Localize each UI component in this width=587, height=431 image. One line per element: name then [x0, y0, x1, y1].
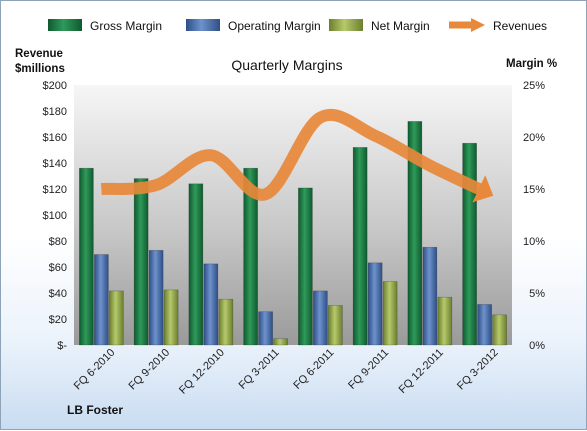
legend-swatch-operating-margin [186, 19, 220, 31]
bar-net-margin [109, 290, 124, 346]
bar-operating-margin [313, 290, 328, 346]
legend-label-revenues: Revenues [493, 19, 547, 33]
category-tick-label: FQ 3-2012 [455, 347, 501, 393]
right-axis-tick-label: 10% [523, 236, 545, 248]
right-axis-tick-label: 0% [529, 340, 545, 352]
category-axis-ticks: FQ 6-2010 FQ 9-2010 FQ 12-2010 FQ 3-2011 FQ … [72, 347, 501, 397]
left-axis-title-line-1: Revenue [15, 48, 63, 60]
category-tick-label: FQ 9-2010 [127, 347, 173, 393]
right-axis-tick-label: 5% [529, 288, 545, 300]
left-axis-tick-label: $140 [43, 158, 67, 170]
bar-gross-margin [188, 183, 204, 346]
bar-net-margin [218, 298, 234, 346]
legend-label-net-margin: Net Margin [371, 19, 430, 33]
revenues-line-path [100, 108, 488, 201]
left-axis-tick-label: $200 [43, 80, 67, 92]
bar-net-margin [382, 281, 398, 346]
left-axis-tick-label: $120 [43, 184, 67, 196]
category-tick-label: FQ 3-2011 [237, 347, 282, 392]
left-axis-tick-label: $80 [49, 236, 67, 248]
legend: Gross Margin Operating Margin Net Margin… [48, 18, 547, 33]
bar-gross-margin [352, 147, 368, 346]
bar-operating-margin [148, 250, 164, 346]
chart-title: Quarterly Margins [231, 57, 342, 73]
category-tick-label: FQ 6-2010 [72, 347, 118, 393]
left-axis-tick-label: $40 [49, 288, 67, 300]
legend-label-gross-margin: Gross Margin [90, 19, 162, 33]
category-tick-label: FQ 12-2011 [397, 347, 446, 396]
left-axis-tick-label: $- [57, 340, 67, 352]
legend-label-operating-margin: Operating Margin [228, 19, 321, 33]
right-axis-tick-label: 25% [523, 80, 545, 92]
category-tick-label: FQ 12-2010 [177, 347, 227, 397]
left-axis-ticks: $- $20 $40 $60 $80 $100 $120 $140 $160 $180 $200 [43, 80, 68, 352]
left-axis-title-line-2: $millions [15, 63, 65, 75]
bar-net-margin [328, 305, 343, 346]
left-axis-tick-label: $100 [43, 210, 67, 222]
bar-net-margin [163, 289, 179, 346]
left-axis-tick-label: $160 [43, 132, 67, 144]
bar-operating-margin [422, 246, 438, 346]
bar-gross-margin [243, 167, 258, 346]
right-axis-tick-label: 20% [523, 132, 545, 144]
bar-gross-margin [79, 167, 94, 346]
bar-operating-margin [258, 311, 273, 346]
category-tick-label: FQ 9-2011 [346, 347, 391, 392]
revenues-line-arrowhead [472, 175, 494, 203]
bar-gross-margin [462, 142, 477, 346]
footer-company-name: LB Foster [67, 403, 123, 417]
bar-operating-margin [94, 254, 109, 346]
legend-swatch-net-margin [329, 19, 363, 31]
bar-net-margin [437, 296, 453, 346]
left-axis-tick-label: $180 [43, 106, 67, 118]
right-axis-title: Margin % [506, 58, 557, 70]
left-axis-tick-label: $60 [49, 262, 67, 274]
legend-swatch-gross-margin [48, 19, 82, 31]
bar-gross-margin [133, 178, 149, 346]
bar-net-margin [492, 314, 507, 346]
left-axis-tick-label: $20 [49, 314, 67, 326]
right-axis-tick-label: 15% [523, 184, 545, 196]
revenues-line [100, 108, 494, 203]
bar-series [79, 121, 507, 346]
bar-net-margin [273, 338, 288, 346]
bar-operating-margin [477, 304, 492, 346]
bar-gross-margin [298, 187, 313, 346]
legend-arrow-revenues [471, 18, 485, 32]
right-axis-ticks: 0% 5% 10% 15% 20% 25% [523, 80, 545, 352]
bar-operating-margin [203, 263, 219, 346]
category-tick-label: FQ 6-2011 [291, 347, 336, 392]
bar-gross-margin [407, 121, 423, 346]
bar-operating-margin [367, 262, 383, 346]
